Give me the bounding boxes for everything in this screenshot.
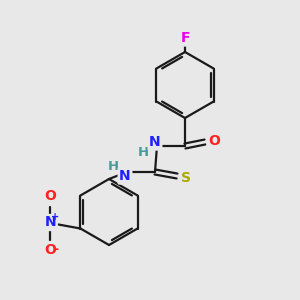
Text: +: + (51, 212, 59, 221)
Text: O: O (44, 242, 56, 256)
Text: O: O (208, 134, 220, 148)
Text: H: H (107, 160, 118, 172)
Text: N: N (45, 215, 56, 230)
Text: F: F (180, 31, 190, 45)
Text: N: N (149, 135, 161, 149)
Text: N: N (119, 169, 131, 183)
Text: O: O (44, 190, 56, 203)
Text: -: - (54, 243, 59, 256)
Text: H: H (137, 146, 148, 158)
Text: S: S (181, 171, 191, 185)
